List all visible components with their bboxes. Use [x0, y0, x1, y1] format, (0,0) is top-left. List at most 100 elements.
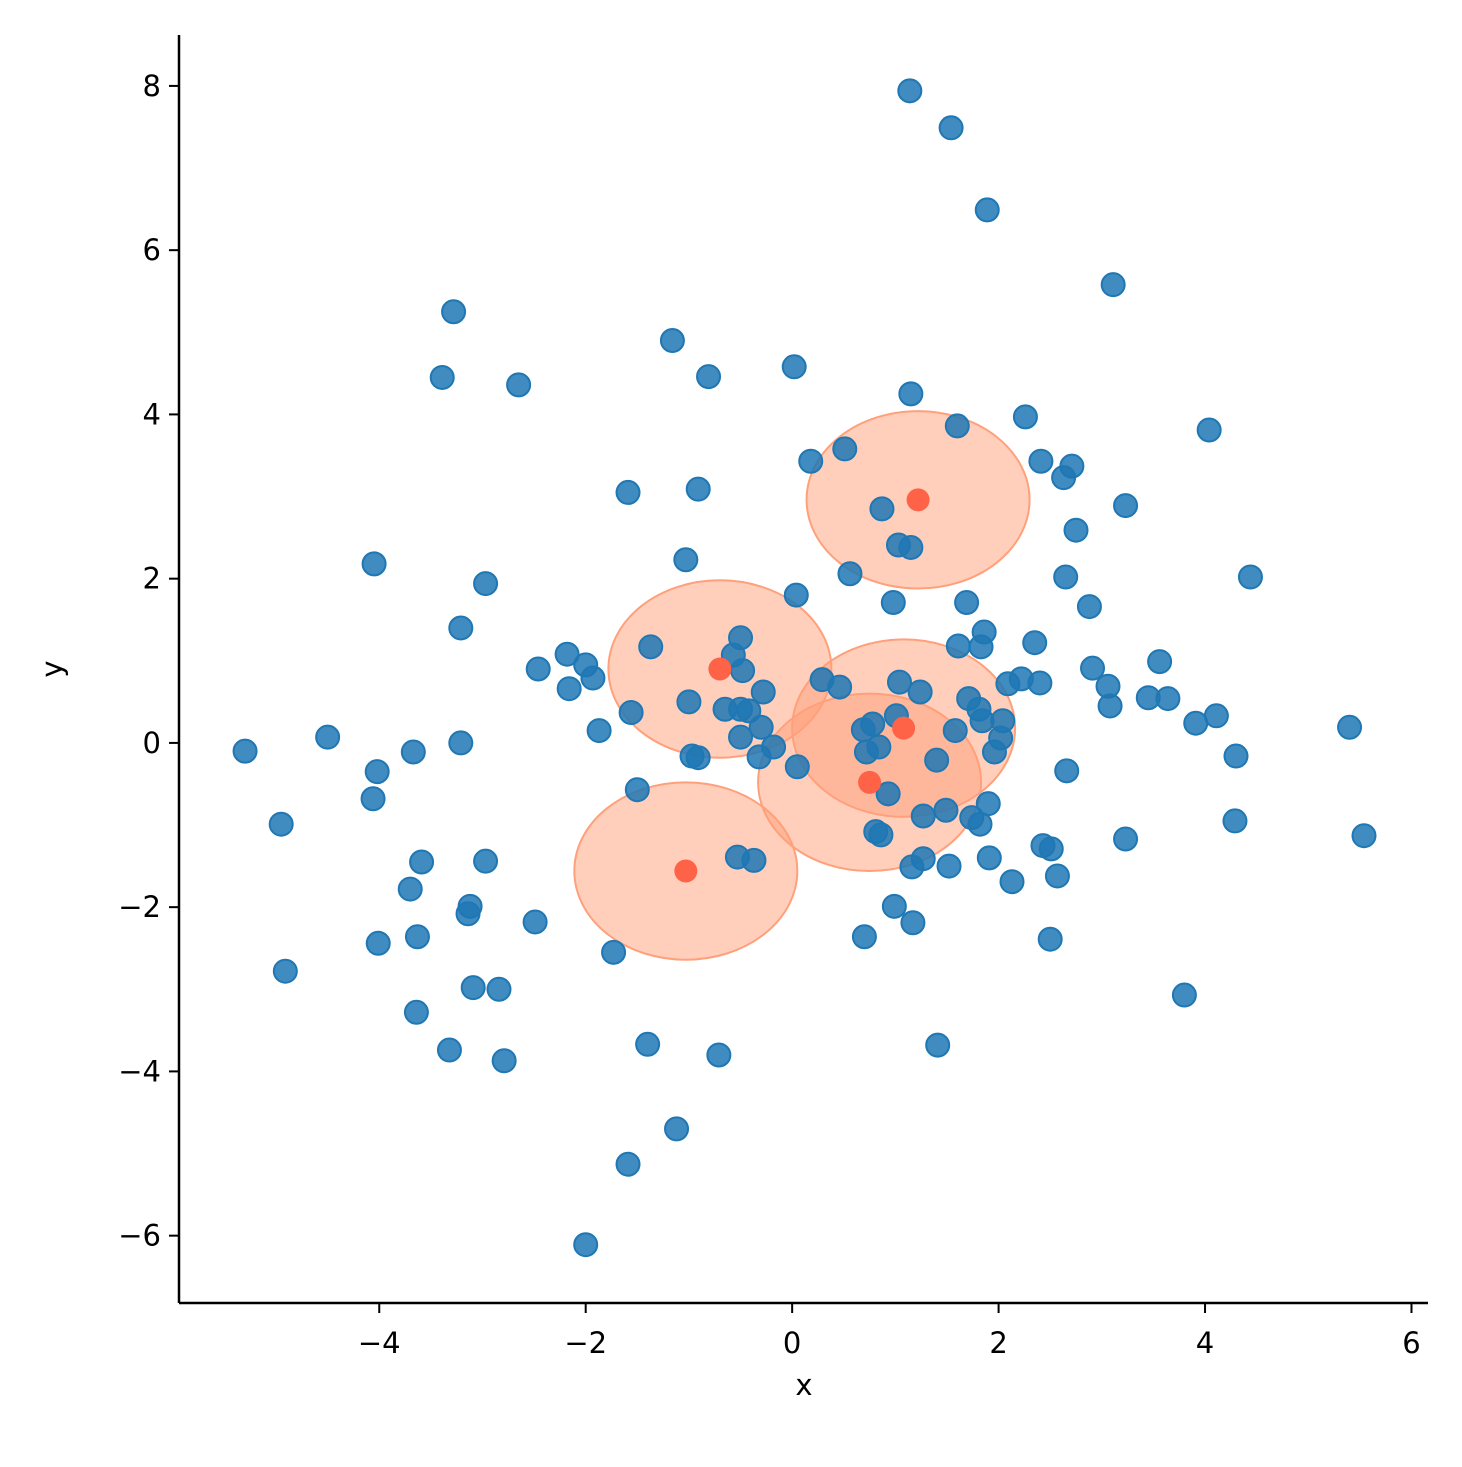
- point: [748, 714, 774, 740]
- point: [1237, 564, 1263, 590]
- point: [741, 847, 767, 873]
- point: [473, 571, 499, 597]
- point: [1063, 517, 1089, 543]
- point: [981, 739, 1007, 765]
- point: [397, 876, 423, 902]
- point: [1222, 808, 1248, 834]
- point: [601, 939, 627, 965]
- point: [746, 744, 772, 770]
- point: [436, 1037, 462, 1063]
- point: [268, 811, 294, 837]
- y-tick-label: 8: [143, 69, 161, 103]
- point: [580, 665, 606, 691]
- point: [784, 754, 810, 780]
- point: [1080, 655, 1106, 681]
- point: [1147, 649, 1173, 675]
- point: [783, 582, 809, 608]
- point: [1337, 714, 1363, 740]
- point: [429, 364, 455, 390]
- point: [455, 901, 481, 927]
- point: [925, 1032, 951, 1058]
- point: [969, 708, 995, 734]
- x-tick-label: 6: [1402, 1326, 1420, 1360]
- point: [974, 197, 1000, 223]
- point: [272, 958, 298, 984]
- point: [1076, 594, 1102, 620]
- point: [1038, 836, 1064, 862]
- point: [910, 803, 936, 829]
- point: [624, 777, 650, 803]
- x-axis-label: x: [795, 1368, 812, 1402]
- point: [837, 561, 863, 587]
- x-tick-label: 0: [783, 1326, 801, 1360]
- y-tick-label: −2: [118, 890, 161, 924]
- point: [365, 930, 391, 956]
- point: [573, 1232, 599, 1258]
- y-axis-label: y: [35, 660, 69, 677]
- point: [556, 676, 582, 702]
- point: [460, 975, 486, 1001]
- point: [942, 718, 968, 744]
- point: [1028, 448, 1054, 474]
- point: [924, 747, 950, 773]
- point: [473, 848, 499, 874]
- point: [875, 781, 901, 807]
- point: [448, 730, 474, 756]
- point: [892, 716, 916, 740]
- point: [364, 759, 390, 785]
- point: [938, 115, 964, 141]
- point: [730, 658, 756, 684]
- point: [448, 615, 474, 641]
- point: [525, 656, 551, 682]
- point: [968, 634, 994, 660]
- point: [858, 770, 882, 794]
- point: [232, 738, 258, 764]
- point: [685, 476, 711, 502]
- point: [736, 698, 762, 724]
- point: [674, 859, 698, 883]
- point: [898, 381, 924, 407]
- point: [853, 739, 879, 765]
- point: [638, 634, 664, 660]
- point: [1097, 693, 1123, 719]
- x-tick-label: 2: [989, 1326, 1007, 1360]
- point: [936, 853, 962, 879]
- point: [869, 496, 895, 522]
- y-tick-label: 2: [143, 562, 161, 596]
- point: [618, 700, 644, 726]
- y-tick-label: −4: [118, 1054, 161, 1088]
- point: [880, 589, 906, 615]
- point: [615, 1151, 641, 1177]
- point: [832, 436, 858, 462]
- point: [522, 909, 548, 935]
- point: [315, 724, 341, 750]
- point: [945, 633, 971, 659]
- point: [798, 448, 824, 474]
- point: [1203, 703, 1229, 729]
- point: [506, 372, 532, 398]
- point: [1054, 758, 1080, 784]
- point: [954, 589, 980, 615]
- point: [1012, 404, 1038, 430]
- point: [886, 669, 912, 695]
- point: [441, 299, 467, 325]
- point: [967, 811, 993, 837]
- point: [750, 679, 776, 705]
- point: [1022, 630, 1048, 656]
- point: [403, 999, 429, 1025]
- point: [664, 1116, 690, 1142]
- y-tick-label: 6: [143, 233, 161, 267]
- point: [586, 718, 612, 744]
- point: [781, 354, 807, 380]
- point: [907, 679, 933, 705]
- point: [906, 488, 930, 512]
- point: [676, 689, 702, 715]
- point: [976, 845, 1002, 871]
- point: [999, 869, 1025, 895]
- point: [868, 822, 894, 848]
- point: [881, 893, 907, 919]
- point: [1044, 863, 1070, 889]
- point: [1051, 465, 1077, 491]
- point: [1155, 686, 1181, 712]
